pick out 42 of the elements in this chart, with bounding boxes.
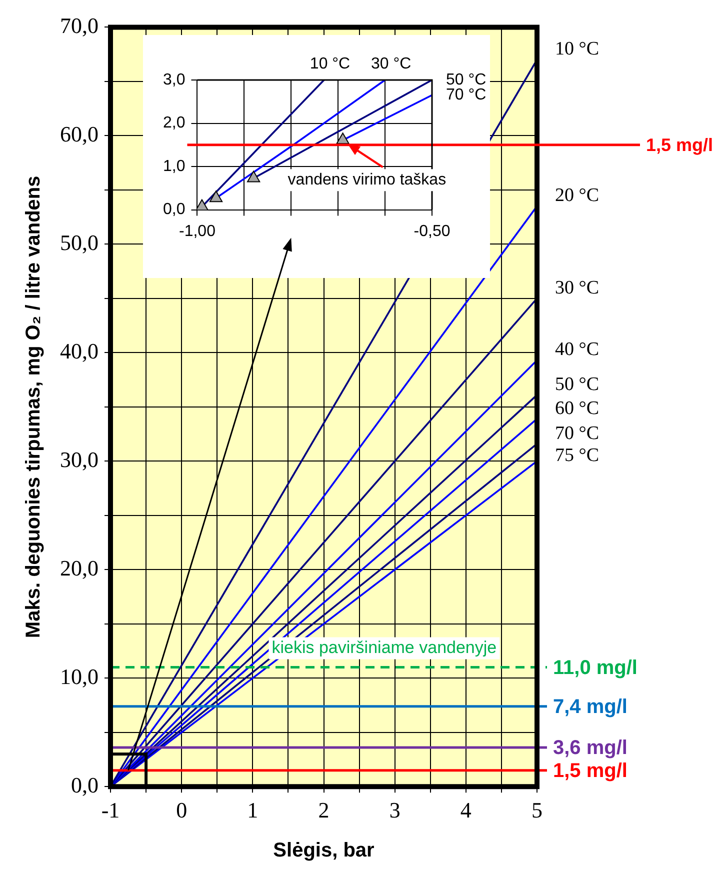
- annotation: vandens virimo taškas: [288, 172, 446, 189]
- ref-line-label: 1,5 mg/l: [553, 760, 628, 782]
- series-label: 10 °C: [310, 55, 350, 72]
- x-axis-title: Slėgis, bar: [273, 840, 375, 862]
- y-tick-label: 60,0: [60, 121, 98, 146]
- x-tick-label: 0: [176, 798, 188, 823]
- series-label: 30 °C: [370, 55, 412, 72]
- y-tick-label: 20,0: [60, 555, 98, 580]
- y-tick-label: 0,0: [71, 772, 98, 798]
- y-tick-label: 3,0: [162, 71, 186, 88]
- x-tick-label: 5: [532, 798, 542, 823]
- ref-line-label: 3,6 mg/l: [553, 737, 628, 760]
- y-tick-label: 40,0: [60, 338, 98, 364]
- x-tick-label: -1,00: [179, 222, 216, 240]
- y-tick-label: 50,0: [60, 230, 98, 255]
- ref-line-label: 1,5 mg/l: [646, 134, 714, 155]
- x-tick-label: 3: [389, 798, 400, 823]
- series-label: 70 °C: [446, 86, 486, 104]
- series-label: 40 °C: [555, 339, 600, 360]
- series-label: 50 °C: [446, 71, 486, 88]
- annotation: kiekis paviršiniame vandenyje: [272, 638, 497, 657]
- x-tick-label: -0,50: [414, 222, 450, 240]
- y-tick-label: 10,0: [60, 664, 98, 689]
- series-label: 30 °C: [555, 277, 600, 298]
- y-tick-label: 1,0: [162, 158, 186, 175]
- y-tick-label: 30,0: [60, 446, 98, 472]
- x-tick-label: 4: [460, 798, 472, 823]
- x-tick-label: -1: [101, 798, 120, 823]
- series-label: 10 °C: [555, 38, 600, 60]
- y-tick-label: 70,0: [60, 12, 98, 38]
- series-label: 75 °C: [555, 444, 600, 466]
- y-axis-title: Maks. deguonies tirpumas, mg O₂ / litre vandens: [22, 176, 45, 638]
- x-tick-label: 1: [247, 798, 258, 823]
- y-tick-label: 2,0: [162, 114, 186, 132]
- series-label: 60 °C: [555, 398, 600, 419]
- x-tick-label: 2: [318, 798, 330, 823]
- series-label: 70 °C: [555, 422, 600, 444]
- ref-line-label: 11,0 mg/l: [553, 656, 638, 679]
- ref-line-label: 7,4 mg/l: [553, 696, 628, 718]
- y-tick-label: 0,0: [162, 201, 186, 218]
- series-label: 50 °C: [555, 374, 600, 395]
- series-label: 20 °C: [555, 185, 600, 206]
